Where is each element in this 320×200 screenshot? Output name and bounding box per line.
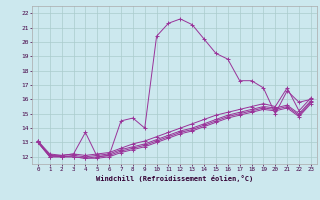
X-axis label: Windchill (Refroidissement éolien,°C): Windchill (Refroidissement éolien,°C) <box>96 175 253 182</box>
